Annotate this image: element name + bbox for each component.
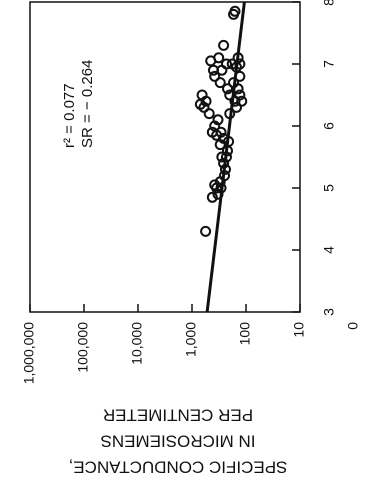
point <box>222 83 234 95</box>
x-tick-label: 8 <box>321 0 337 6</box>
y-axis-title: PER CENTIMETER <box>103 406 253 425</box>
plot-frame <box>29 1 301 313</box>
point <box>209 70 221 82</box>
annotation: r² = 0.077 <box>61 83 78 148</box>
point <box>220 58 232 70</box>
point <box>214 77 226 89</box>
x-tick-label: 6 <box>321 122 337 130</box>
y-tick-label: 1,000,000 <box>21 322 37 384</box>
y-tick-label: 100 <box>237 322 253 346</box>
x-tick-label: 5 <box>321 184 337 192</box>
x-tick-label: 4 <box>321 246 337 254</box>
y-tick-label: 100,000 <box>75 322 91 373</box>
point <box>215 126 227 138</box>
x-tick-label: 3 <box>321 308 337 316</box>
point <box>234 89 246 101</box>
point <box>229 5 241 17</box>
y-axis-title: SPECIFIC CONDUCTANCE, <box>69 458 288 477</box>
point <box>234 58 246 70</box>
point <box>200 225 212 237</box>
x-tick-label: 7 <box>321 60 337 68</box>
point <box>213 52 225 64</box>
point <box>212 114 224 126</box>
annotation: SR = − 0.264 <box>79 60 96 148</box>
y-axis-title: IN MICROSIEMENS <box>101 432 256 451</box>
point <box>209 179 221 191</box>
point <box>207 64 219 76</box>
point <box>218 39 230 51</box>
y-tick-label: 10,000 <box>129 322 145 365</box>
point <box>196 89 208 101</box>
point <box>206 191 218 203</box>
point <box>236 95 248 107</box>
fit-line <box>205 1 246 313</box>
y-tick-label: 0 <box>345 322 361 330</box>
y-tick-label: 10 <box>291 322 307 338</box>
y-tick-label: 1,000 <box>183 322 199 357</box>
point <box>203 108 215 120</box>
